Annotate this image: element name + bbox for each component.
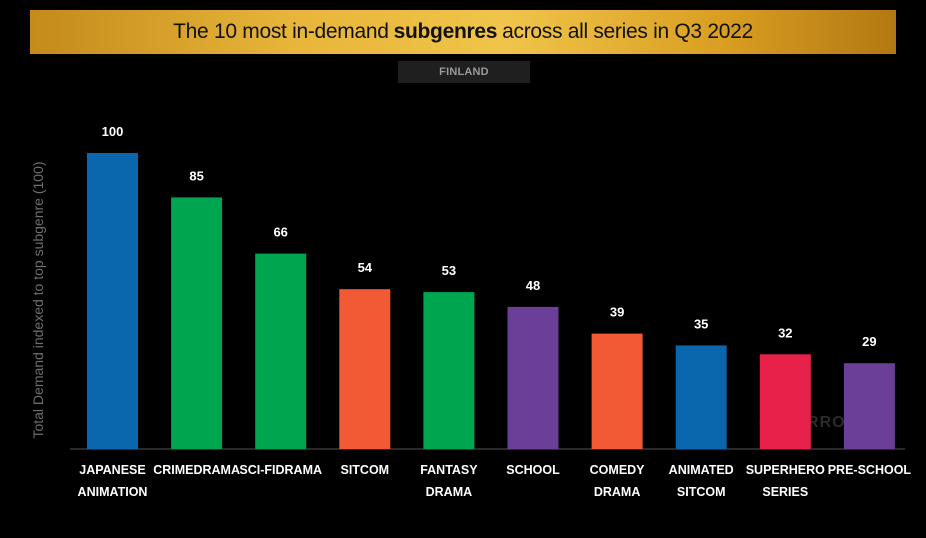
value-label-9: 29 [862, 334, 876, 349]
title-text-bold: subgenres [393, 20, 498, 43]
region-tag: FINLAND [398, 61, 530, 83]
bars-group [87, 153, 895, 449]
category-label-8-1: SERIES [762, 485, 808, 499]
value-label-2: 66 [273, 225, 287, 240]
category-label-2-0: SCI-FIDRAMA [239, 463, 322, 477]
title-text-post: across all series in Q3 2022 [502, 20, 753, 43]
bar-4 [423, 292, 475, 449]
value-label-4: 53 [442, 263, 456, 278]
bar-2 [255, 253, 307, 449]
category-label-4-1: DRAMA [426, 485, 473, 499]
category-label-7-1: SITCOM [677, 485, 726, 499]
category-label-5-0: SCHOOL [506, 463, 560, 477]
category-label-6-1: DRAMA [594, 485, 641, 499]
bar-5 [507, 306, 559, 449]
bar-8 [759, 354, 811, 449]
category-label-3-0: SITCOM [340, 463, 389, 477]
value-label-7: 35 [694, 316, 708, 331]
bar-9 [843, 363, 895, 449]
category-label-1-0: CRIMEDRAMA [153, 463, 240, 477]
chart-title: The 10 most in-demand subgenres across a… [30, 10, 896, 54]
value-label-8: 32 [778, 325, 792, 340]
value-label-1: 85 [189, 168, 203, 183]
value-labels-group: 100 85 66 54 53 48 39 35 32 29 [102, 124, 877, 349]
category-label-7-0: ANIMATED [669, 463, 734, 477]
bar-6 [591, 333, 643, 449]
bar-1 [171, 197, 223, 449]
bar-3 [339, 289, 391, 449]
value-label-5: 48 [526, 278, 540, 293]
category-label-6-0: COMEDY [590, 463, 646, 477]
category-label-4-0: FANTASY [420, 463, 478, 477]
category-labels-group: JAPANESE ANIMATION CRIMEDRAMA SCI-FIDRAMA SI… [78, 463, 912, 499]
value-label-3: 54 [358, 260, 373, 275]
category-label-8-0: SUPERHERO [746, 463, 825, 477]
category-label-9-0: PRE-SCHOOL [828, 463, 912, 477]
value-label-0: 100 [102, 124, 124, 139]
title-text-pre: The 10 most in-demand [173, 20, 389, 43]
value-label-6: 39 [610, 305, 624, 320]
bar-7 [675, 345, 727, 449]
category-label-0-1: ANIMATION [78, 485, 148, 499]
category-label-0-0: JAPANESE [79, 463, 145, 477]
bar-0 [87, 153, 138, 449]
